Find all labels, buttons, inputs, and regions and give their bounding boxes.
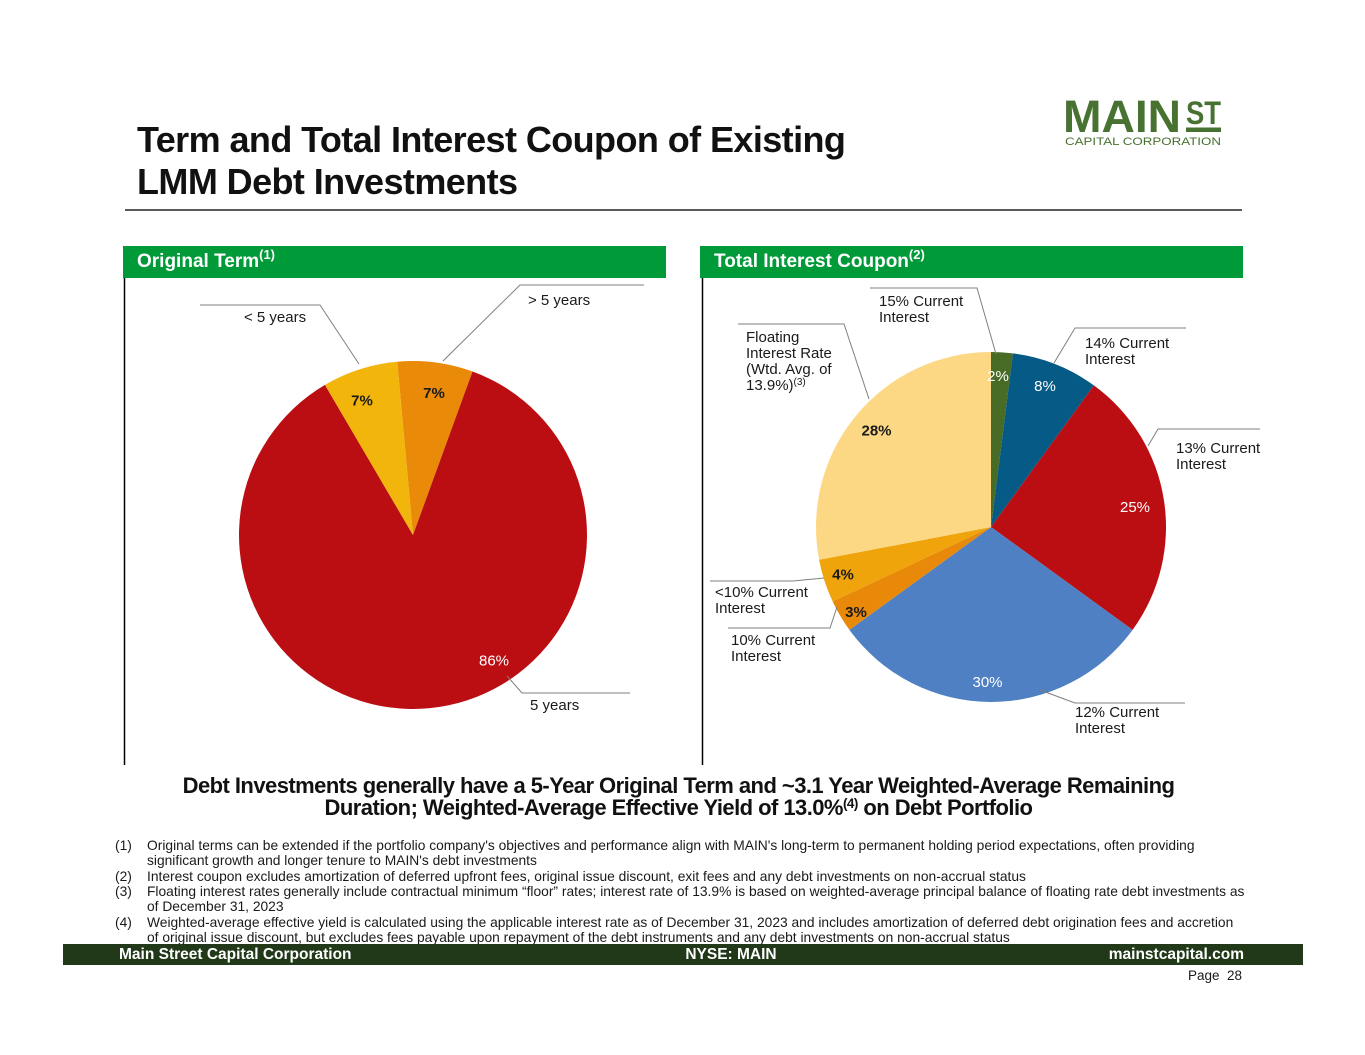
svg-text:2%: 2% <box>987 368 1009 385</box>
svg-text:<10% Current: <10% Current <box>715 584 809 601</box>
svg-text:< 5 years: < 5 years <box>244 309 306 326</box>
svg-text:7%: 7% <box>351 393 373 410</box>
svg-text:4%: 4% <box>832 567 854 584</box>
svg-text:Interest: Interest <box>715 600 766 617</box>
svg-text:Interest: Interest <box>731 648 782 665</box>
svg-text:8%: 8% <box>1034 378 1056 395</box>
svg-text:ST: ST <box>1186 95 1221 131</box>
svg-text:7%: 7% <box>423 385 445 402</box>
svg-text:86%: 86% <box>479 653 509 670</box>
svg-text:15% Current: 15% Current <box>879 293 964 310</box>
svg-text:> 5 years: > 5 years <box>528 292 590 309</box>
svg-text:MAIN: MAIN <box>1063 91 1181 142</box>
svg-text:Interest: Interest <box>1085 351 1136 368</box>
svg-text:(Wtd. Avg. of: (Wtd. Avg. of <box>746 361 832 378</box>
svg-text:30%: 30% <box>972 674 1002 691</box>
svg-text:CAPITAL CORPORATION: CAPITAL CORPORATION <box>1065 136 1221 148</box>
svg-text:28%: 28% <box>861 423 891 440</box>
svg-text:13.9%)(3): 13.9%)(3) <box>746 377 806 394</box>
svg-text:Interest Rate: Interest Rate <box>746 345 832 362</box>
svg-text:3%: 3% <box>845 604 867 621</box>
svg-text:5 years: 5 years <box>530 697 579 714</box>
svg-text:Interest: Interest <box>1176 456 1227 473</box>
svg-text:Interest: Interest <box>1075 720 1126 737</box>
svg-text:Floating: Floating <box>746 329 799 346</box>
svg-text:Interest: Interest <box>879 309 930 326</box>
svg-text:12% Current: 12% Current <box>1075 704 1160 721</box>
svg-text:10% Current: 10% Current <box>731 632 816 649</box>
svg-text:13% Current: 13% Current <box>1176 440 1261 457</box>
svg-text:14% Current: 14% Current <box>1085 335 1170 352</box>
svg-text:25%: 25% <box>1120 499 1150 516</box>
